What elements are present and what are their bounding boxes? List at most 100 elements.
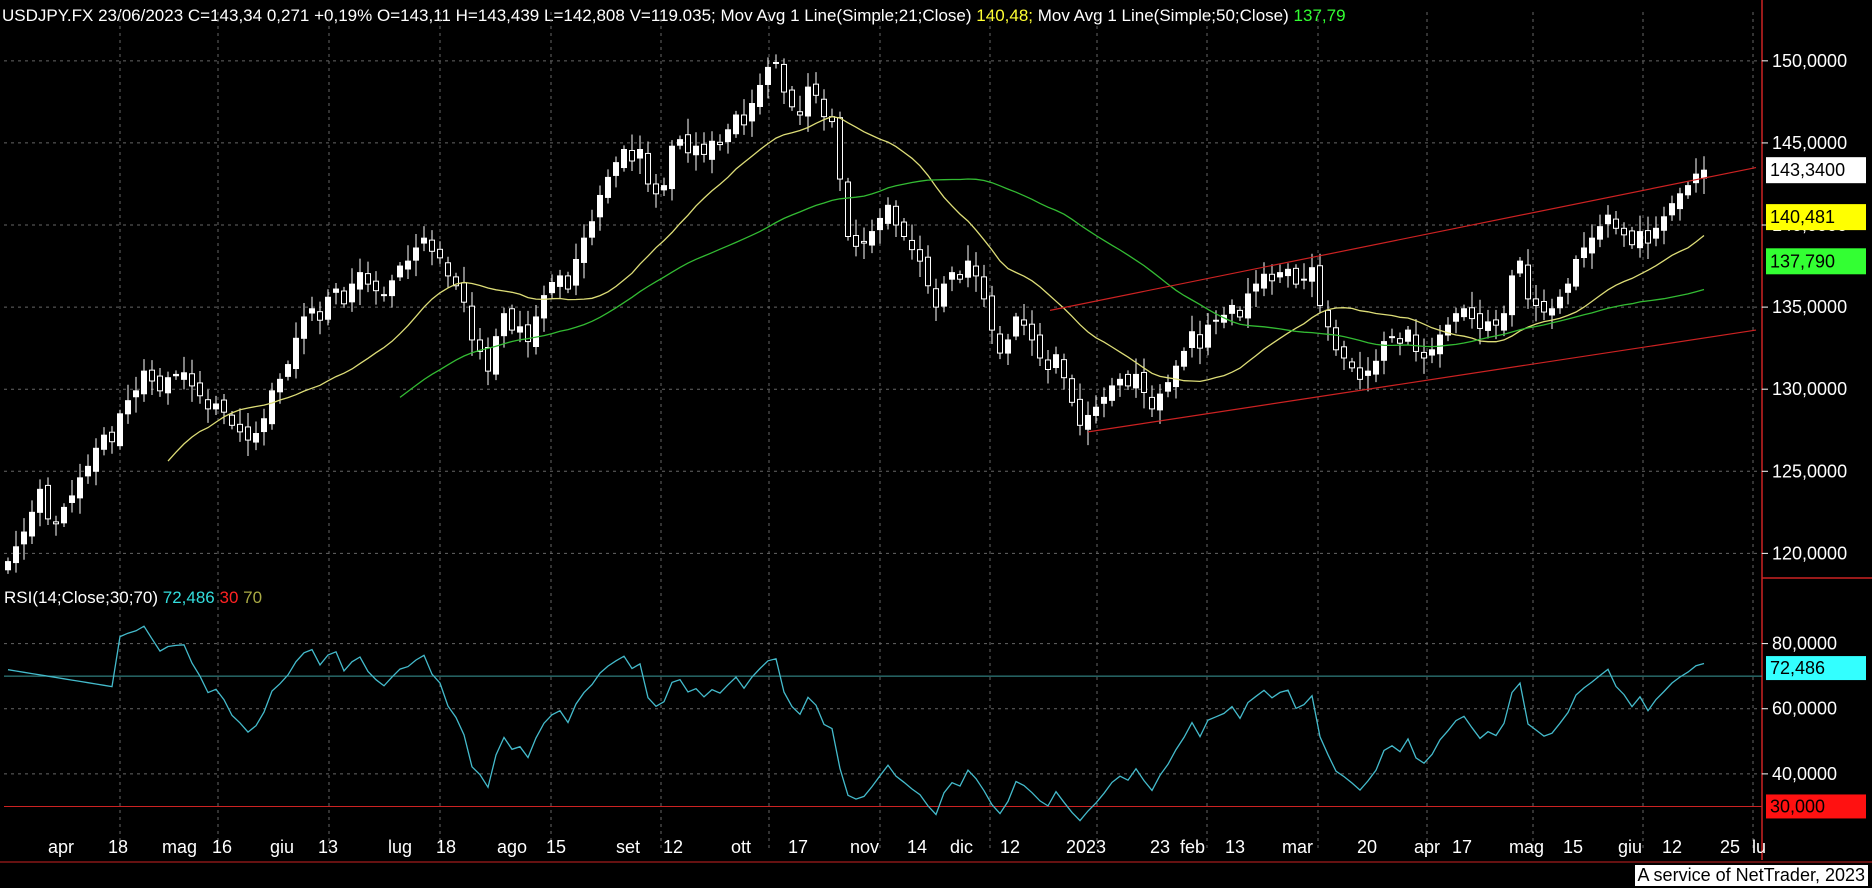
price-tick-label-4: 130,0000: [1772, 379, 1847, 399]
candle-body: [1605, 214, 1611, 225]
candle-body: [261, 418, 267, 433]
candle-body: [397, 265, 403, 278]
candle-body: [45, 484, 51, 520]
candle-body: [525, 324, 531, 343]
candle-body: [1469, 307, 1475, 320]
x-tick-label-0: apr: [48, 837, 74, 857]
candle-body: [1333, 327, 1339, 351]
candle-body: [869, 231, 875, 246]
candle-body: [709, 140, 715, 160]
candle-body: [1437, 334, 1443, 355]
candle-body: [189, 373, 195, 387]
x-tick-label-13: 17: [788, 837, 808, 857]
candle-body: [949, 272, 955, 280]
candle-body: [213, 403, 219, 410]
candle-body: [1509, 275, 1515, 316]
candle-body: [1269, 273, 1275, 282]
candle-body: [989, 295, 995, 331]
candle-body: [1237, 309, 1243, 318]
trend-line-upper: [1049, 166, 1757, 311]
candle-body: [1621, 227, 1627, 236]
volume-value: V=119.035;: [629, 6, 716, 25]
candle-body: [1381, 341, 1387, 361]
candle-body: [1149, 396, 1155, 410]
credit-text: A service of NetTrader, 2023: [1634, 865, 1868, 886]
rsi-badge-label-1: 30,000: [1770, 796, 1825, 816]
candle-body: [1045, 359, 1051, 370]
candle-body: [1525, 264, 1531, 300]
candle-body: [1501, 313, 1507, 331]
candle-body: [1637, 231, 1643, 249]
candle-body: [1421, 351, 1427, 359]
candle-body: [1397, 338, 1403, 344]
candle-body: [685, 134, 691, 154]
candle-body: [357, 272, 363, 290]
candle-body: [605, 176, 611, 198]
candle-body: [1349, 361, 1355, 369]
candle-body: [1029, 323, 1035, 341]
x-tick-label-5: 13: [318, 837, 338, 857]
candle-body: [5, 561, 11, 571]
candle-body: [421, 237, 427, 244]
price-tick-label-0: 150,0000: [1772, 51, 1847, 71]
candle-body: [1493, 319, 1499, 326]
candle-body: [181, 372, 187, 380]
price-tick-label-6: 120,0000: [1772, 543, 1847, 563]
candle-body: [141, 370, 147, 395]
candle-body: [997, 333, 1003, 354]
x-tick-label-7: 18: [436, 837, 456, 857]
candle-body: [1517, 260, 1523, 274]
x-tick-label-1: 18: [108, 837, 128, 857]
x-tick-label-2: mag: [162, 837, 197, 857]
candle-body: [1661, 216, 1667, 231]
ma50-line: [399, 178, 1705, 398]
candle-body: [813, 83, 819, 96]
candle-body: [1477, 313, 1483, 329]
candle-body: [285, 364, 291, 377]
x-tick-label-14: nov: [850, 837, 879, 857]
candle-body: [1077, 398, 1083, 426]
candle-body: [845, 181, 851, 238]
candle-body: [693, 145, 699, 156]
candle-body: [1141, 371, 1147, 393]
candle-body: [1613, 218, 1619, 229]
candle-body: [381, 294, 387, 297]
candle-body: [701, 143, 707, 155]
candle-body: [29, 511, 35, 537]
ma21-line: [167, 115, 1705, 462]
candle-body: [1573, 258, 1579, 287]
candle-body: [13, 546, 19, 564]
candle-body: [1701, 169, 1707, 179]
candle-body: [1037, 334, 1043, 359]
candle-body: [885, 204, 891, 224]
candle-body: [93, 447, 99, 472]
candle-body: [269, 390, 275, 425]
candle-body: [1157, 393, 1163, 411]
candle-body: [1133, 373, 1139, 389]
ma50-label: Mov Avg 1 Line(Simple;50;Close): [1037, 6, 1289, 25]
candle-body: [501, 313, 507, 337]
candle-body: [661, 185, 667, 191]
x-tick-label-23: 20: [1357, 837, 1377, 857]
candle-body: [61, 506, 67, 524]
candle-body: [101, 434, 107, 450]
candle-body: [1229, 304, 1235, 314]
candle-body: [389, 280, 395, 297]
price-tick-label-3: 135,0000: [1772, 297, 1847, 317]
candle-body: [341, 290, 347, 305]
candle-body: [893, 205, 899, 226]
candle-body: [1693, 173, 1699, 184]
candle-body: [429, 239, 435, 252]
candle-body: [53, 521, 59, 525]
x-tick-label-24: apr: [1414, 837, 1440, 857]
candle-body: [1589, 237, 1595, 254]
candle-body: [917, 249, 923, 262]
chart-header: USDJPY.FX 23/06/2023 C=143,34 0,271 +0,1…: [2, 6, 1346, 26]
candle-body: [853, 235, 859, 247]
x-tick-label-16: dic: [950, 837, 973, 857]
ma21-label: Mov Avg 1 Line(Simple;21;Close): [720, 6, 972, 25]
candle-body: [333, 288, 339, 293]
candle-body: [445, 262, 451, 277]
symbol: USDJPY.FX: [2, 6, 94, 25]
